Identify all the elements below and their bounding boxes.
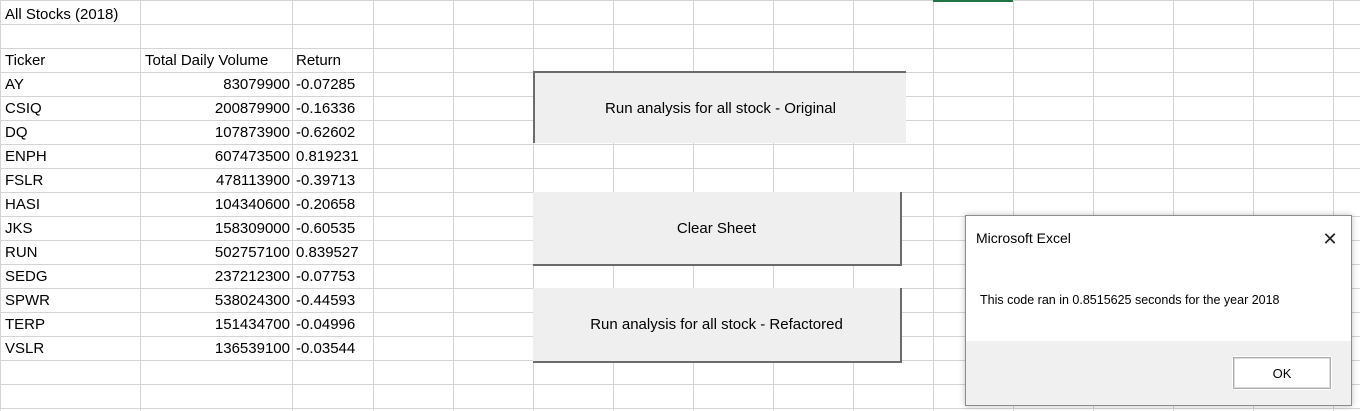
return-cell[interactable]: -0.03544 [296,340,356,357]
run-analysis-refactored-button[interactable]: Run analysis for all stock - Refactored [533,288,902,363]
header-total-daily-volume[interactable]: Total Daily Volume [145,52,269,69]
volume-cell[interactable]: 83079900 [223,76,290,93]
ticker-cell[interactable]: RUN [5,244,38,261]
selected-cell-marker [933,0,1013,2]
ticker-cell[interactable]: SPWR [5,292,50,309]
volume-cell[interactable]: 158309000 [214,220,290,237]
ticker-cell[interactable]: CSIQ [5,100,42,117]
volume-cell[interactable]: 107873900 [214,124,290,141]
return-cell[interactable]: 0.819231 [296,148,359,165]
return-cell[interactable]: -0.07285 [296,76,356,93]
header-return[interactable]: Return [296,52,342,69]
return-cell[interactable]: -0.62602 [296,124,356,141]
return-cell[interactable]: -0.07753 [296,268,356,285]
volume-cell[interactable]: 538024300 [214,292,290,309]
return-cell[interactable]: -0.04996 [296,316,356,333]
ticker-cell[interactable]: TERP [5,316,46,333]
volume-cell[interactable]: 502757100 [214,244,290,261]
volume-cell[interactable]: 237212300 [214,268,290,285]
volume-cell[interactable]: 200879900 [214,100,290,117]
ticker-cell[interactable]: FSLR [5,172,44,189]
dialog-footer: OK [966,341,1351,405]
ticker-cell[interactable]: SEDG [5,268,48,285]
volume-cell[interactable]: 478113900 [216,172,290,189]
ticker-cell[interactable]: ENPH [5,148,47,165]
return-cell[interactable]: -0.16336 [296,100,356,117]
ticker-cell[interactable]: AY [5,76,24,93]
ticker-cell[interactable]: JKS [5,220,33,237]
return-cell[interactable]: -0.60535 [296,220,356,237]
return-cell[interactable]: -0.20658 [296,196,356,213]
ticker-cell[interactable]: HASI [5,196,41,213]
ticker-cell[interactable]: DQ [5,124,28,141]
run-analysis-original-button[interactable]: Run analysis for all stock - Original [533,71,906,143]
dialog-message: This code ran in 0.8515625 seconds for t… [980,293,1280,307]
return-cell[interactable]: -0.39713 [296,172,356,189]
message-box-dialog: Microsoft Excel ✕ This code ran in 0.851… [965,215,1352,406]
close-icon[interactable]: ✕ [1322,229,1338,249]
volume-cell[interactable]: 607473500 [214,148,290,165]
header-ticker[interactable]: Ticker [5,52,46,69]
volume-cell[interactable]: 151434700 [214,316,290,333]
dialog-title: Microsoft Excel [976,230,1071,246]
ticker-cell[interactable]: VSLR [5,340,45,357]
clear-sheet-button[interactable]: Clear Sheet [533,192,902,266]
sheet-title-cell[interactable]: All Stocks (2018) [5,6,119,23]
volume-cell[interactable]: 136539100 [214,340,290,357]
return-cell[interactable]: 0.839527 [296,244,359,261]
volume-cell[interactable]: 104340600 [214,196,290,213]
ok-button[interactable]: OK [1232,356,1332,390]
return-cell[interactable]: -0.44593 [296,292,356,309]
